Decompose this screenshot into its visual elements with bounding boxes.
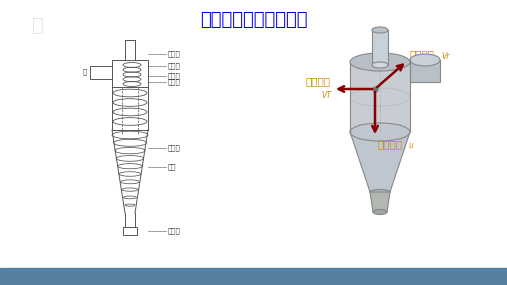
Text: 排尘管: 排尘管 — [168, 51, 181, 57]
Bar — [0, 268, 507, 285]
Text: 外涡旋: 外涡旋 — [168, 79, 181, 85]
Text: 切向速度: 切向速度 — [306, 76, 331, 86]
Polygon shape — [350, 132, 410, 192]
Text: 旋片体: 旋片体 — [168, 73, 181, 79]
Bar — [372, 30, 388, 65]
Text: 旋风除尘器内气流运动: 旋风除尘器内气流运动 — [200, 11, 307, 29]
Ellipse shape — [370, 190, 390, 194]
Text: 轴向速度: 轴向速度 — [378, 139, 403, 149]
Text: 上涡旋: 上涡旋 — [168, 63, 181, 69]
Text: 内涡旋: 内涡旋 — [168, 145, 181, 151]
Text: 气: 气 — [83, 69, 87, 76]
Bar — [90, 66, 112, 79]
Ellipse shape — [410, 54, 440, 66]
Bar — [123, 227, 137, 235]
Ellipse shape — [350, 123, 410, 141]
Text: Vr: Vr — [441, 52, 449, 61]
Ellipse shape — [372, 27, 388, 33]
Text: 径向速度: 径向速度 — [410, 49, 435, 59]
Text: 锥体: 锥体 — [168, 164, 176, 170]
Text: 排灰斗: 排灰斗 — [168, 228, 181, 234]
Text: u: u — [409, 141, 414, 150]
Ellipse shape — [350, 53, 410, 71]
Ellipse shape — [373, 209, 387, 215]
Text: 🌫: 🌫 — [32, 15, 44, 34]
Bar — [350, 62, 410, 132]
Text: VT: VT — [321, 91, 331, 100]
Ellipse shape — [372, 62, 388, 68]
Bar — [112, 60, 148, 87]
Bar — [410, 60, 440, 82]
Polygon shape — [370, 192, 390, 212]
